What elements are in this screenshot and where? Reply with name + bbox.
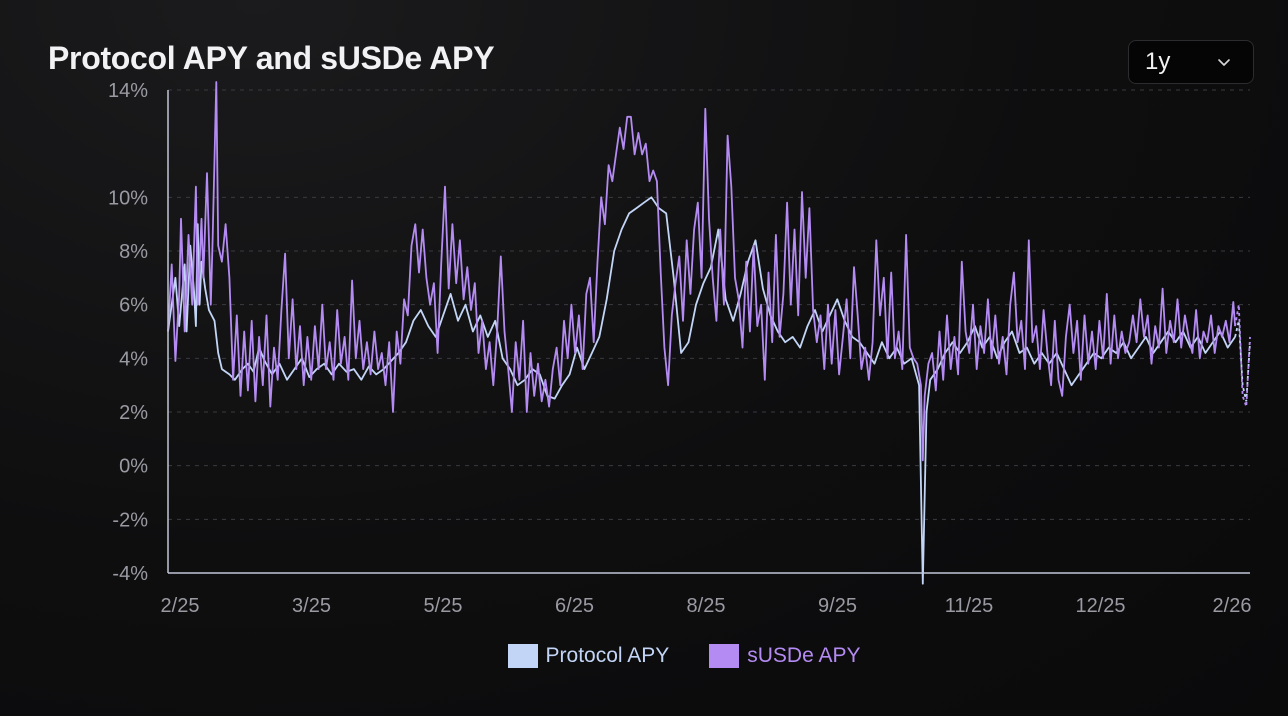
legend-item-protocol-apy[interactable]: Protocol APY [508,644,670,668]
legend-label-protocol-apy: Protocol APY [546,644,670,668]
y-tick-label: 14% [108,80,148,102]
x-tick-label: 3/25 [292,595,331,617]
y-tick-label: -2% [112,509,148,531]
y-tick-label: 4% [119,348,148,370]
series-line-susde-apy [168,82,1235,460]
x-tick-label: 11/25 [945,595,994,617]
x-tick-label: 8/25 [687,595,726,617]
y-tick-label: 10% [108,187,148,209]
x-tick-label: 12/25 [1075,595,1125,617]
chart-legend: Protocol APY sUSDe APY [0,644,1288,668]
legend-item-susde-apy[interactable]: sUSDe APY [709,644,860,668]
legend-swatch-protocol-apy [508,644,538,668]
grid-lines [168,90,1250,519]
y-tick-label: 6% [119,295,148,317]
y-tick-label: 2% [119,402,148,424]
x-tick-label: 9/25 [818,595,857,617]
series-lines [168,82,1250,584]
x-tick-label: 2/25 [161,595,200,617]
series-forecast-protocol-apy [1235,321,1250,402]
legend-label-susde-apy: sUSDe APY [747,644,860,668]
x-tick-label: 6/25 [555,595,594,617]
x-tick-label: 5/25 [424,595,463,617]
y-tick-label: 0% [119,456,148,478]
legend-swatch-susde-apy [709,644,739,668]
x-tick-label: 2/26 [1213,595,1252,617]
y-tick-label: 8% [119,241,148,263]
x-axis-ticks: 2/25 3/25 5/25 6/25 8/25 9/25 11/25 12/25 2/26 [161,595,1252,617]
y-tick-label: -4% [112,563,148,585]
y-axis-ticks: -4% -2% 0% 2% 4% 6% 8% 10% 14% [108,80,148,585]
series-forecast-susde-apy [1235,305,1250,407]
